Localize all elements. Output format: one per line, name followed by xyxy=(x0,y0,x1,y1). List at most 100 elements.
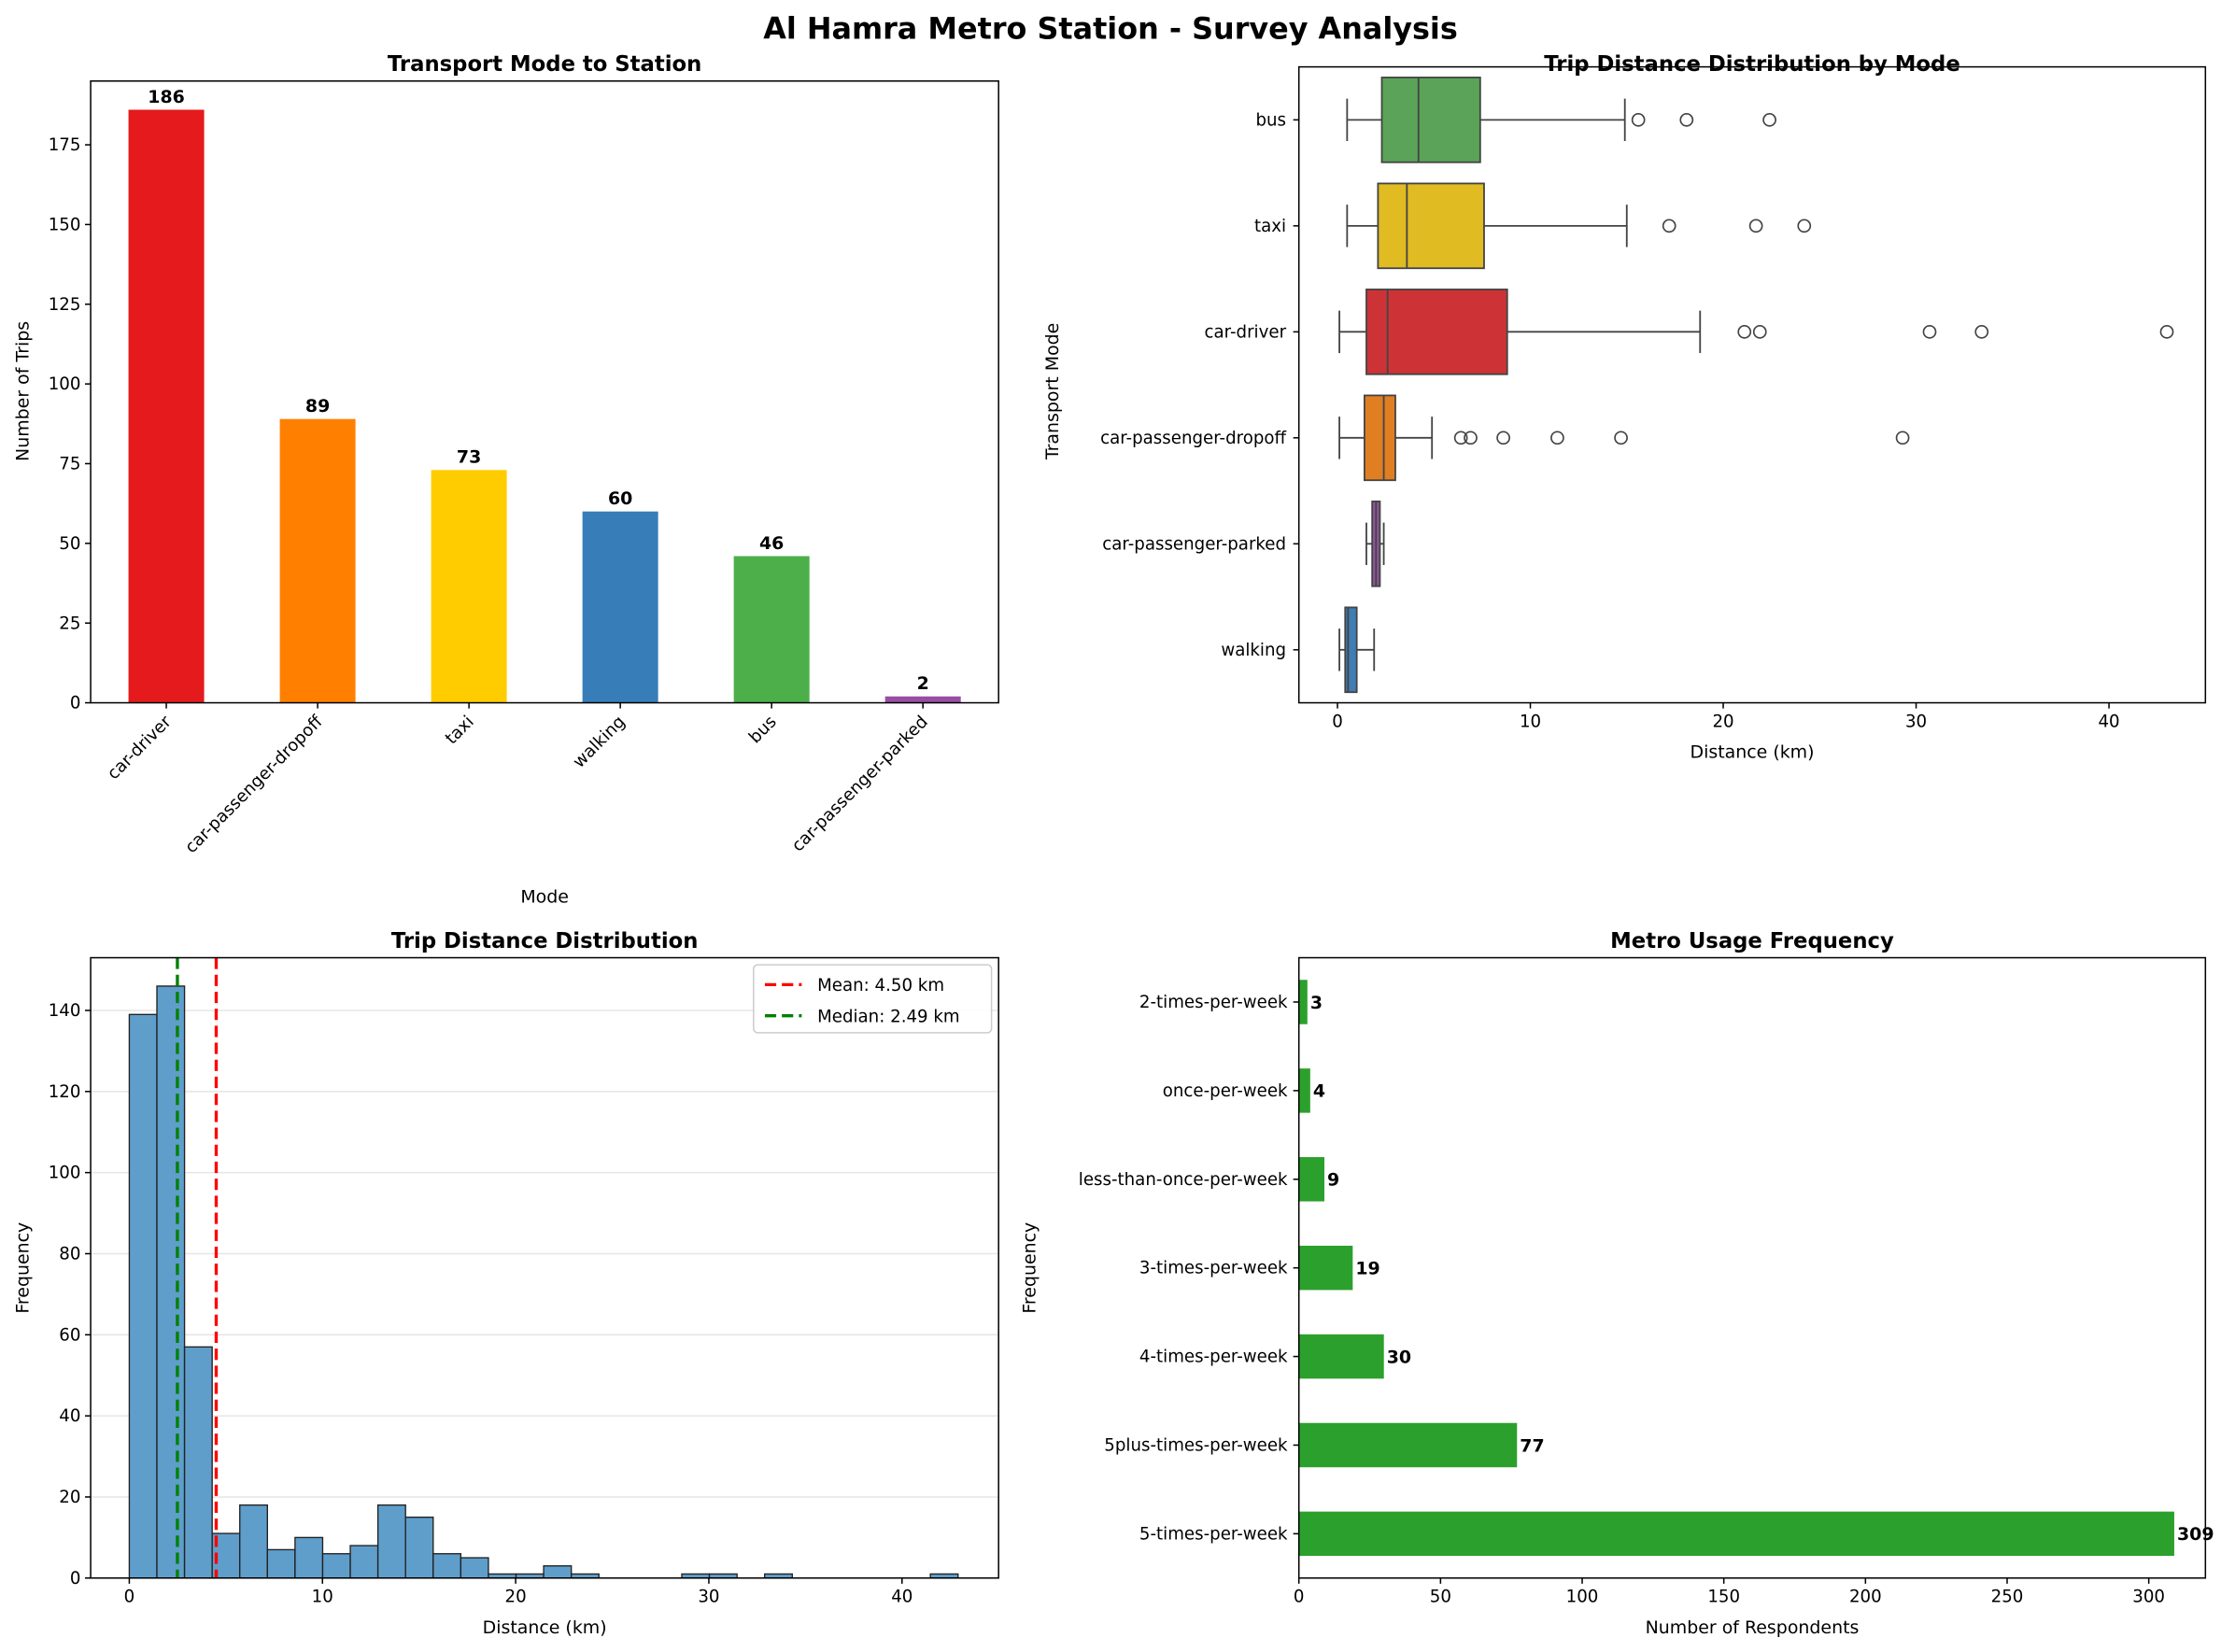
legend-box xyxy=(753,964,993,1034)
histogram-bar xyxy=(156,985,186,1579)
x-tick-label: 30 xyxy=(698,1588,719,1607)
y-tick-label: 25 xyxy=(59,614,80,633)
y-tick-label: 40 xyxy=(59,1406,80,1426)
x-tick-label: car-passenger-parked xyxy=(788,712,932,855)
x-tick-label: 200 xyxy=(1849,1588,1882,1607)
chart-title: Trip Distance Distribution xyxy=(391,929,699,953)
chart-title: Trip Distance Distribution by Mode xyxy=(1544,52,1959,77)
y-tick-label: 80 xyxy=(59,1245,80,1264)
legend: Mean: 4.50 km Median: 2.49 km xyxy=(753,964,993,1034)
bar xyxy=(884,696,961,703)
y-tick-label: 100 xyxy=(49,1164,81,1183)
histogram-bar xyxy=(349,1545,379,1579)
x-tick-label: walking xyxy=(570,712,630,771)
boxplot-distance-by-mode: Trip Distance Distribution by Mode Dista… xyxy=(1042,52,2207,763)
histogram-bar xyxy=(128,1013,158,1579)
y-axis-label: Frequency xyxy=(1020,1222,1040,1314)
outlier-point xyxy=(1974,324,1989,339)
x-tick-label: 10 xyxy=(1520,712,1541,731)
y-tick-label: 75 xyxy=(59,455,80,474)
outlier-point xyxy=(1752,324,1767,339)
data-label: 9 xyxy=(1327,1170,1339,1191)
y-axis-label: Transport Mode xyxy=(1042,323,1063,460)
y-tick-label: 4-times-per-week xyxy=(1139,1348,1288,1367)
data-label: 46 xyxy=(759,533,784,554)
outlier-point xyxy=(1922,324,1937,339)
x-tick-label: 300 xyxy=(2132,1588,2165,1607)
data-label: 2 xyxy=(917,673,929,694)
y-tick-label: 60 xyxy=(59,1325,80,1345)
y-tick-label: walking xyxy=(1221,641,1286,660)
outlier-point xyxy=(1737,324,1752,339)
x-axis-label: Number of Respondents xyxy=(1646,1617,1860,1638)
y-tick-label: car-passenger-parked xyxy=(1102,534,1286,554)
x-tick-label: 150 xyxy=(1707,1588,1740,1607)
x-tick-label: 50 xyxy=(1430,1588,1451,1607)
box xyxy=(1344,606,1358,694)
y-tick-label: 50 xyxy=(59,534,80,554)
histogram-bar xyxy=(294,1536,324,1579)
outlier-point xyxy=(1762,113,1776,127)
y-tick-label: 5plus-times-per-week xyxy=(1104,1436,1288,1456)
y-tick-label: car-driver xyxy=(1205,322,1287,342)
box-walking xyxy=(1338,606,1376,694)
bar xyxy=(733,556,810,703)
bar xyxy=(128,109,205,703)
box-car-passenger-parked xyxy=(1365,501,1385,587)
box xyxy=(1364,394,1396,482)
bar xyxy=(1298,1157,1325,1202)
y-tick-label: taxi xyxy=(1254,217,1286,236)
x-tick-label: car-driver xyxy=(104,712,176,784)
outlier-point xyxy=(1662,219,1676,233)
y-tick-label: 100 xyxy=(49,374,81,394)
histogram-bar xyxy=(239,1504,268,1579)
x-tick-label: 40 xyxy=(2098,712,2119,731)
outlier-point xyxy=(1453,431,1468,445)
figure-title: Al Hamra Metro Station - Survey Analysis xyxy=(763,10,1458,46)
x-tick-label: 20 xyxy=(1712,712,1733,731)
data-label: 309 xyxy=(2177,1524,2214,1545)
data-label: 60 xyxy=(608,488,632,509)
x-tick-label: 0 xyxy=(124,1588,135,1607)
x-tick-label: 40 xyxy=(891,1588,912,1607)
box-car-driver xyxy=(1338,289,2174,375)
y-tick-label: bus xyxy=(1255,110,1286,130)
legend-label: Mean: 4.50 km xyxy=(817,976,944,995)
x-axis-label: Distance (km) xyxy=(1691,742,1815,763)
outlier-point xyxy=(1797,219,1812,233)
axes-frame xyxy=(90,80,999,704)
y-axis-label: Frequency xyxy=(12,1222,33,1314)
outlier-point xyxy=(1679,113,1694,127)
x-tick-label: 30 xyxy=(1905,712,1927,731)
y-axis-label: Number of Trips xyxy=(12,321,33,461)
bar xyxy=(1298,1245,1353,1291)
outlier-point xyxy=(1464,431,1478,445)
y-tick-label: 2-times-per-week xyxy=(1139,993,1288,1012)
y-tick-label: 0 xyxy=(70,1569,81,1588)
histogram-bar xyxy=(460,1557,489,1579)
x-tick-label: bus xyxy=(745,712,781,747)
y-tick-label: 5-times-per-week xyxy=(1139,1524,1288,1544)
box-car-passenger-dropoff xyxy=(1338,394,1910,482)
bar xyxy=(1298,1334,1384,1379)
bar xyxy=(582,511,658,703)
y-tick-label: 125 xyxy=(49,295,81,315)
data-label: 77 xyxy=(1520,1435,1544,1456)
x-tick-label: 100 xyxy=(1566,1588,1599,1607)
histogram-bar xyxy=(183,1346,213,1579)
barh-metro-usage: Metro Usage Frequency Number of Responde… xyxy=(1020,929,2214,1638)
histogram-bar xyxy=(321,1553,351,1579)
outlier-point xyxy=(2159,324,2174,339)
x-axis-label: Distance (km) xyxy=(483,1617,607,1638)
data-label: 19 xyxy=(1355,1258,1379,1278)
y-tick-label: 120 xyxy=(49,1082,81,1102)
y-tick-label: less-than-once-per-week xyxy=(1079,1170,1288,1190)
x-tick-label: car-passenger-dropoff xyxy=(181,712,327,857)
bar xyxy=(1298,1422,1518,1468)
x-tick-label: 0 xyxy=(1294,1588,1305,1607)
legend-label: Median: 2.49 km xyxy=(817,1008,960,1027)
data-label: 30 xyxy=(1387,1347,1411,1367)
bar xyxy=(1298,1068,1310,1113)
y-tick-label: 0 xyxy=(70,694,81,713)
